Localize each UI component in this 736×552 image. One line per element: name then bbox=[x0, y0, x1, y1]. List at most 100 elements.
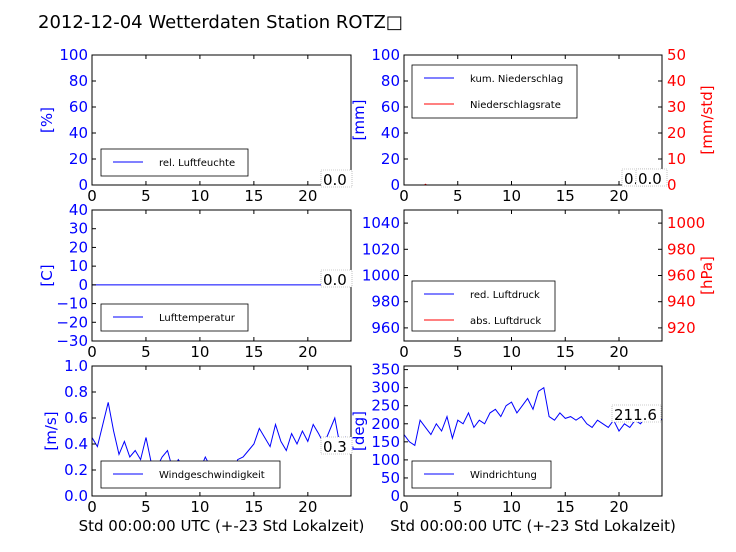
x-tick-label: 10 bbox=[502, 498, 521, 516]
x-tick-label: 5 bbox=[453, 343, 463, 361]
chart-windspeed: 0 5 10 15 20 0.0 0.2 0.4 0.6 0.8 1.0 [m/s] Std 00:00… bbox=[42, 357, 364, 535]
y2-tick-label: 20 bbox=[667, 124, 686, 142]
y-tick-label: 20 bbox=[69, 150, 88, 168]
y-tick-label: 30 bbox=[69, 220, 88, 238]
x-tick-label: 0 bbox=[87, 187, 97, 205]
x-tick-label: 15 bbox=[244, 498, 263, 516]
annotation-value: 0.0 bbox=[323, 271, 347, 289]
y-axis-label: [%] bbox=[38, 107, 56, 133]
x-tick-label: 20 bbox=[298, 498, 317, 516]
y2-tick-label: 10 bbox=[667, 150, 686, 168]
y2-axis-label: [hPa] bbox=[698, 256, 716, 295]
legend-box-pressure bbox=[411, 280, 556, 332]
x-tick-label: 5 bbox=[141, 187, 151, 205]
figure-title: 2012-12-04 Wetterdaten Station ROTZ□ bbox=[38, 12, 403, 33]
annotation-box bbox=[320, 269, 353, 288]
y-tick-label: 0 bbox=[78, 176, 88, 194]
y2-axis-label: [mm/std] bbox=[698, 85, 716, 154]
y-tick-label: 60 bbox=[381, 98, 400, 116]
legend-label: Niederschlagsrate bbox=[470, 100, 561, 111]
y2-tick-label: 920 bbox=[667, 319, 696, 337]
y-tick-label: 10 bbox=[69, 257, 88, 275]
x-tick-label: 20 bbox=[298, 187, 317, 205]
annotation-box bbox=[635, 168, 668, 187]
y-tick-label: 60 bbox=[69, 98, 88, 116]
x-tick-label: 5 bbox=[453, 187, 463, 205]
y-tick-label: 300 bbox=[371, 379, 400, 397]
y-tick-label: 0 bbox=[390, 487, 400, 505]
y-tick-label: 150 bbox=[371, 433, 400, 451]
y-tick-label: 200 bbox=[371, 415, 400, 433]
y-tick-label: 20 bbox=[381, 150, 400, 168]
y2-tick-label: 960 bbox=[667, 267, 696, 285]
y-tick-label: 50 bbox=[381, 469, 400, 487]
y-tick-label: 80 bbox=[69, 72, 88, 90]
y2-tick-label: 940 bbox=[667, 293, 696, 311]
legend-label: kum. Niederschlag bbox=[470, 74, 563, 85]
x-tick-label: 10 bbox=[190, 187, 209, 205]
y-tick-label: 980 bbox=[371, 293, 400, 311]
y-axis-label: [m/s] bbox=[42, 411, 60, 450]
x-tick-label: 15 bbox=[556, 343, 575, 361]
chart-pressure: 0 5 10 15 20 960 980 1000 1020 1040 920 940 960 980 10… bbox=[362, 209, 716, 361]
y-axis-label: [deg] bbox=[350, 411, 368, 451]
y-tick-label: −30 bbox=[56, 332, 88, 350]
y-tick-label: 1040 bbox=[362, 214, 400, 232]
y2-tick-label: 30 bbox=[667, 98, 686, 116]
x-tick-label: 20 bbox=[609, 187, 628, 205]
plot-frame-winddirection bbox=[403, 365, 663, 497]
y2-tick-label: 40 bbox=[667, 72, 686, 90]
legend-label: red. Luftdruck bbox=[470, 290, 540, 301]
y-axis-label: [C] bbox=[38, 264, 56, 286]
plot-frame-precipitation bbox=[403, 54, 663, 186]
y-tick-label: 960 bbox=[371, 319, 400, 337]
y-tick-label: 0 bbox=[390, 176, 400, 194]
y-tick-label: 0.0 bbox=[64, 487, 88, 505]
x-axis-label: Std 00:00:00 UTC (+-23 Std Lokalzeit) bbox=[390, 517, 676, 535]
x-tick-label: 5 bbox=[141, 343, 151, 361]
y-tick-label: 0 bbox=[78, 276, 88, 294]
plot-frame-windspeed bbox=[91, 365, 352, 497]
legend-label: rel. Luftfeuchte bbox=[159, 158, 235, 169]
y2-tick-label: 980 bbox=[667, 240, 696, 258]
y2-tick-label: 1000 bbox=[667, 214, 705, 232]
annotation-box bbox=[320, 169, 353, 188]
x-tick-label: 5 bbox=[453, 498, 463, 516]
y-tick-label: 100 bbox=[371, 451, 400, 469]
x-tick-label: 20 bbox=[609, 498, 628, 516]
y-tick-label: 350 bbox=[371, 361, 400, 379]
x-tick-label: 0 bbox=[399, 187, 409, 205]
legend-label: Windrichtung bbox=[470, 470, 537, 481]
legend-box-windspeed bbox=[100, 460, 281, 489]
x-tick-label: 15 bbox=[556, 498, 575, 516]
x-tick-label: 0 bbox=[399, 498, 409, 516]
x-tick-label: 20 bbox=[609, 343, 628, 361]
legend-label: Windgeschwindigkeit bbox=[159, 470, 265, 481]
y-tick-label: 1000 bbox=[362, 267, 400, 285]
annotation-value: 211.6 bbox=[614, 406, 657, 424]
y2-tick-label: 50 bbox=[667, 46, 686, 64]
y-tick-label: 40 bbox=[69, 201, 88, 219]
annotation-box bbox=[611, 404, 662, 423]
series-line-winddirection-0 bbox=[403, 386, 663, 447]
chart-precipitation: 0 5 10 15 20 0 20 40 60 80 100 0 10 20 30 40 50 [mm] [mm/s… bbox=[350, 46, 716, 205]
x-tick-label: 0 bbox=[87, 498, 97, 516]
y-axis-label: [mm] bbox=[350, 100, 368, 141]
legend-box-precipitation bbox=[411, 64, 578, 119]
annotation-box bbox=[320, 436, 353, 455]
y-tick-label: 100 bbox=[371, 46, 400, 64]
y-tick-label: 0.6 bbox=[64, 409, 88, 427]
legend-label: abs. Luftdruck bbox=[470, 316, 541, 327]
plot-frame-humidity bbox=[91, 54, 352, 186]
y-tick-label: −10 bbox=[56, 295, 88, 313]
y2-tick-label: 0 bbox=[667, 176, 677, 194]
annotation-value: 0.0 bbox=[323, 171, 347, 189]
x-tick-label: 15 bbox=[244, 187, 263, 205]
x-tick-label: 10 bbox=[502, 343, 521, 361]
y-tick-label: 40 bbox=[381, 124, 400, 142]
x-axis-label: Std 00:00:00 UTC (+-23 Std Lokalzeit) bbox=[79, 517, 365, 535]
x-tick-label: 15 bbox=[244, 343, 263, 361]
chart-temperature: 0 5 10 15 20−30−20−10010203040[C]Lufttempera… bbox=[38, 201, 353, 361]
y-tick-label: 40 bbox=[69, 124, 88, 142]
